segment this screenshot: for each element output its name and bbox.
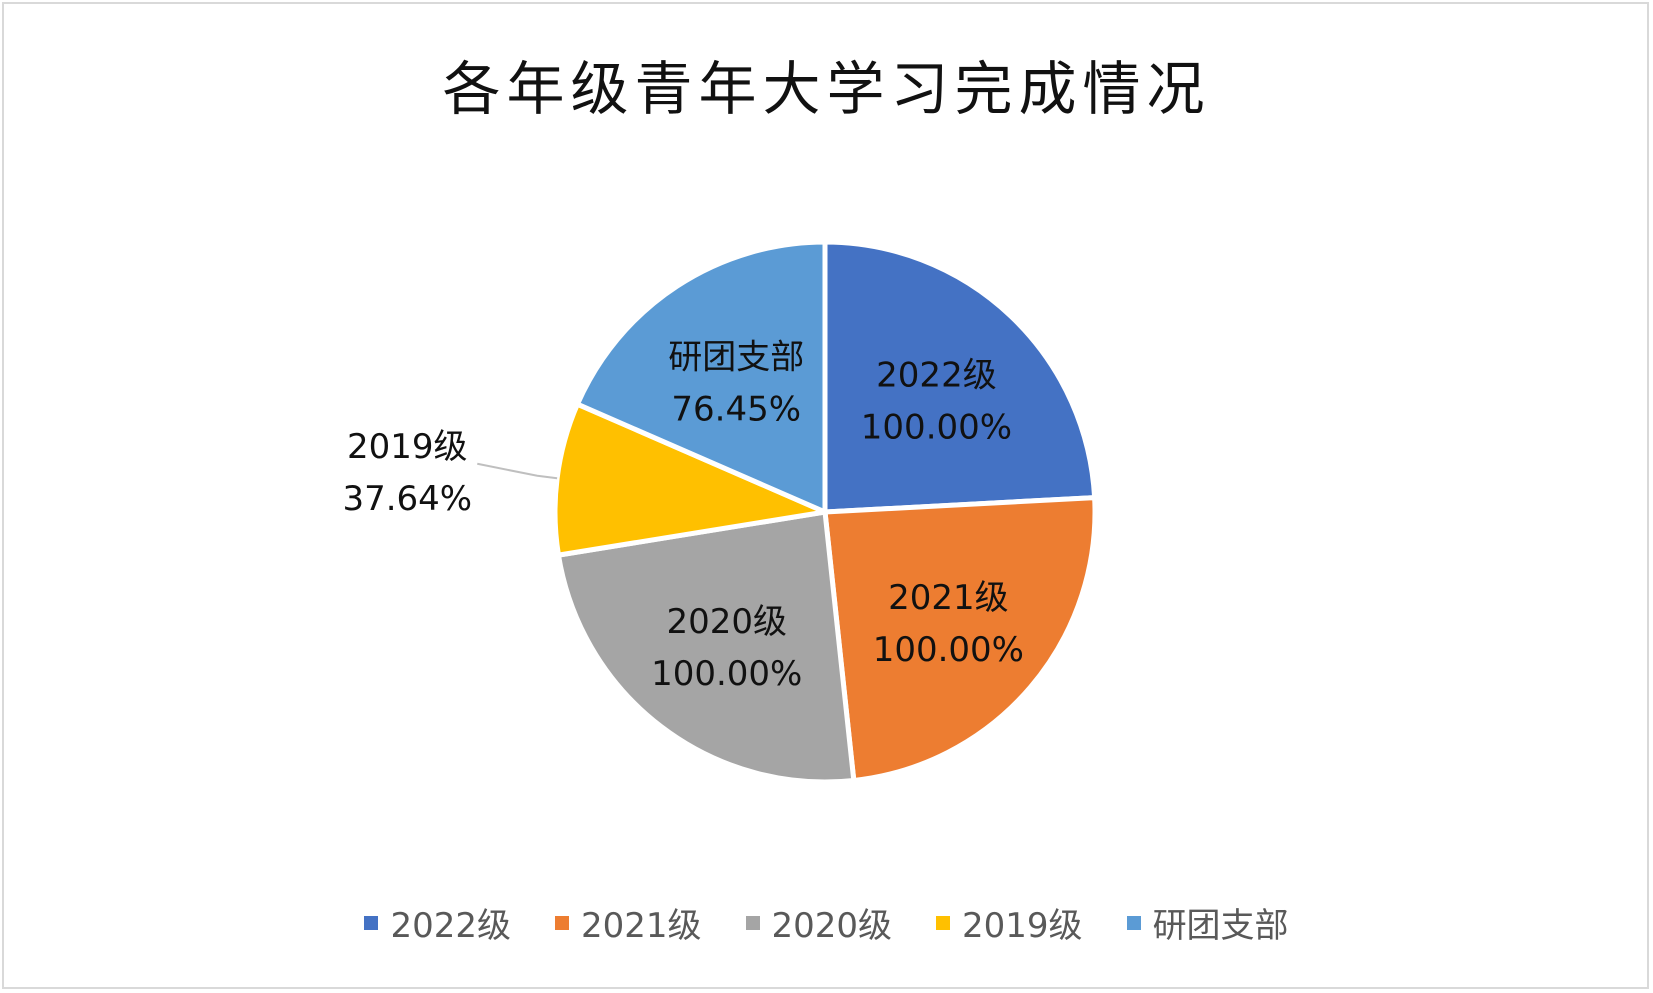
legend-swatch <box>364 915 379 930</box>
chart-legend: 2022级 2021级 2020级 2019级 研团支部 <box>0 898 1653 947</box>
legend-label: 2022级 <box>390 906 511 946</box>
leader-line <box>477 462 558 480</box>
data-label-value: 100.00% <box>651 654 802 694</box>
data-label-category: 研团支部 <box>668 337 804 377</box>
legend-swatch <box>554 915 569 930</box>
pie-slice-2019 <box>552 401 828 558</box>
data-label-category: 2021级 <box>888 578 1009 618</box>
legend-label: 2021级 <box>580 906 702 946</box>
legend-swatch <box>1126 915 1141 930</box>
legend-item: 2020级 <box>745 898 893 947</box>
pie-slice-2020 <box>555 509 857 785</box>
legend-item: 研团支部 <box>1126 898 1289 947</box>
data-label-category: 2019级 <box>347 427 468 467</box>
legend-label: 2020级 <box>771 906 893 946</box>
legend-item: 2019级 <box>936 898 1083 947</box>
pie-slice-2021 <box>822 495 1098 783</box>
data-label-value: 37.64% <box>342 479 472 519</box>
data-label-value: 100.00% <box>873 630 1024 670</box>
legend-swatch <box>745 915 760 930</box>
legend-label: 研团支部 <box>1152 906 1289 946</box>
legend-item: 2021级 <box>554 898 702 947</box>
pie-slice-yantuanzhibu <box>574 239 828 515</box>
chart-title: 各年级青年大学习完成情况 <box>442 55 1211 123</box>
data-label-category: 2020级 <box>666 602 787 642</box>
data-label-value: 76.45% <box>671 389 801 429</box>
legend-item: 2022级 <box>364 898 511 947</box>
pie-slice-2022 <box>822 239 1098 515</box>
legend-label: 2019级 <box>962 906 1083 946</box>
data-label-category: 2022级 <box>876 355 997 395</box>
data-label-value: 100.00% <box>861 407 1012 447</box>
legend-swatch <box>936 915 951 930</box>
